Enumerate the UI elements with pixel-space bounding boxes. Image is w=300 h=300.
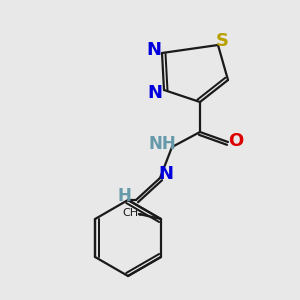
Text: NH: NH <box>148 135 176 153</box>
Text: S: S <box>215 32 229 50</box>
Text: O: O <box>228 132 244 150</box>
Text: CH₃: CH₃ <box>122 208 143 218</box>
Text: N: N <box>148 84 163 102</box>
Text: H: H <box>117 187 131 205</box>
Text: N: N <box>158 165 173 183</box>
Text: N: N <box>146 41 161 59</box>
